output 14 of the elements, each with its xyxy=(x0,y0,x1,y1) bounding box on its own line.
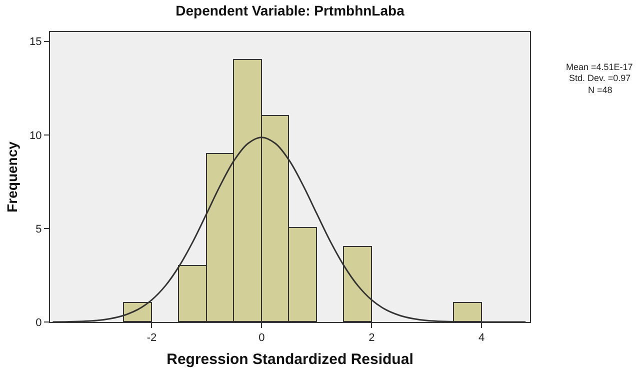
y-tick-label: 10 xyxy=(30,130,42,142)
x-tick-label: 0 xyxy=(258,332,265,344)
x-axis-title: Regression Standardized Residual xyxy=(166,351,414,368)
x-tick-label: -2 xyxy=(146,332,157,344)
text: Std. Dev. =0.97 xyxy=(569,73,631,83)
text: N =48 xyxy=(588,85,612,95)
y-tick-label: 15 xyxy=(30,36,42,48)
y-tick-label: 0 xyxy=(36,316,42,329)
x-tick-label: 4 xyxy=(478,332,485,344)
text: Mean =4.51E-17 xyxy=(566,62,633,72)
chart-title: Dependent Variable: PrtmbhnLaba xyxy=(176,2,405,18)
x-tick-label: 2 xyxy=(368,332,375,344)
y-tick-label: 5 xyxy=(36,223,42,236)
y-axis-title: Frequency xyxy=(4,141,20,212)
